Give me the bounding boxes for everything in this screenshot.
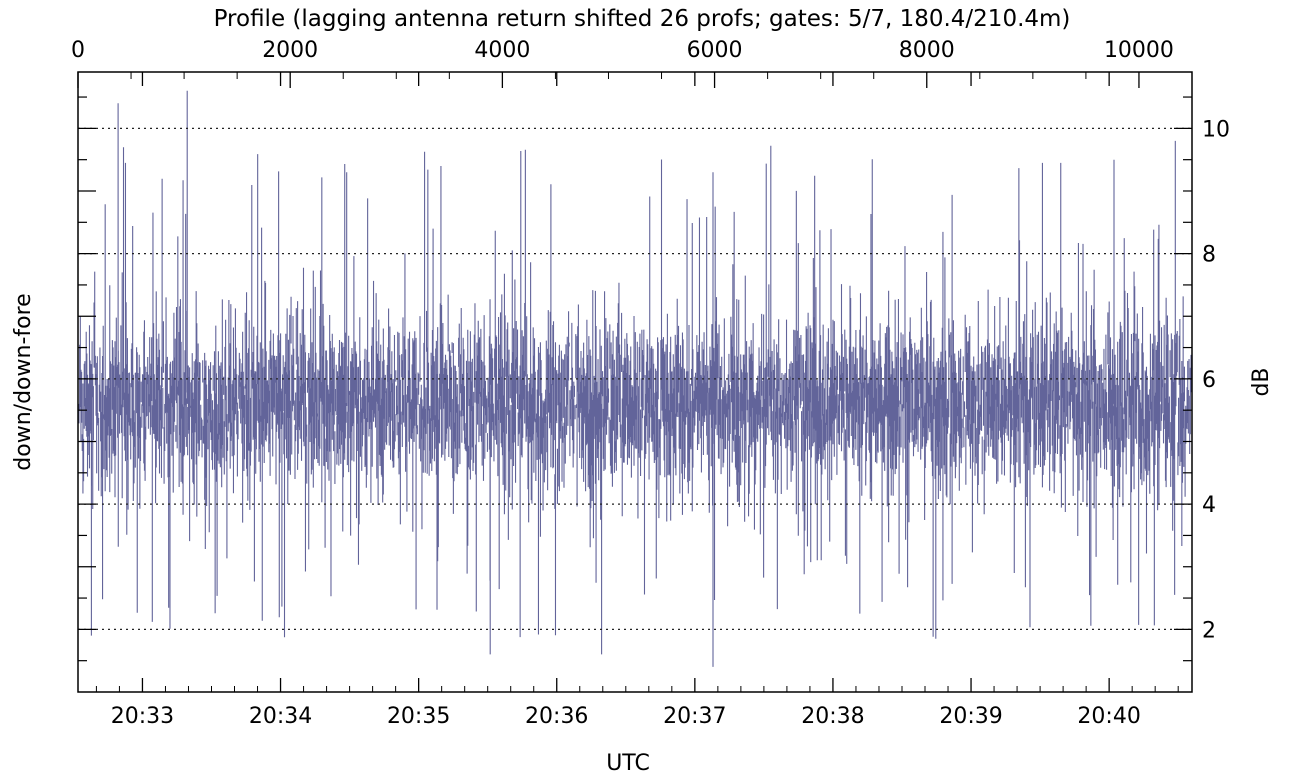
right-y-axis-label: dB bbox=[1249, 367, 1274, 396]
right-tick-label: 8 bbox=[1202, 243, 1216, 268]
series-trace bbox=[78, 90, 1192, 667]
right-tick-label: 10 bbox=[1202, 117, 1230, 142]
bottom-tick-label: 20:34 bbox=[249, 704, 312, 729]
left-y-axis-label: down/down-fore bbox=[11, 293, 36, 470]
bottom-tick-label: 20:36 bbox=[525, 704, 588, 729]
right-axis-ticks: 2 4 6 8 10 bbox=[1174, 96, 1230, 662]
bottom-axis-ticks: 20:33 20:34 20:35 20:36 20:37 20:38 20:39 20:40 bbox=[95, 72, 1179, 729]
right-tick-label: 2 bbox=[1202, 618, 1216, 643]
right-tick-label: 6 bbox=[1202, 368, 1216, 393]
top-tick-label: 0 bbox=[71, 38, 85, 63]
right-tick-label: 4 bbox=[1202, 493, 1216, 518]
bottom-tick-label: 20:35 bbox=[387, 704, 450, 729]
bottom-tick-label: 20:37 bbox=[663, 704, 726, 729]
top-tick-label: 6000 bbox=[687, 38, 743, 63]
top-tick-label: 8000 bbox=[899, 38, 955, 63]
bottom-tick-label: 20:40 bbox=[1077, 704, 1140, 729]
left-axis-ticks bbox=[78, 96, 96, 662]
chart-title: Profile (lagging antenna return shifted … bbox=[214, 6, 1071, 32]
top-axis-ticks: 0 2000 4000 6000 8000 10000 bbox=[71, 38, 1174, 88]
top-tick-label: 10000 bbox=[1104, 38, 1174, 63]
series-line bbox=[78, 90, 1192, 667]
bottom-tick-label: 20:33 bbox=[111, 704, 174, 729]
bottom-tick-label: 20:39 bbox=[939, 704, 1002, 729]
bottom-tick-label: 20:38 bbox=[801, 704, 864, 729]
x-axis-label: UTC bbox=[606, 751, 650, 776]
plot-frame bbox=[77, 71, 1193, 693]
top-tick-label: 2000 bbox=[262, 38, 318, 63]
top-tick-label: 4000 bbox=[474, 38, 530, 63]
